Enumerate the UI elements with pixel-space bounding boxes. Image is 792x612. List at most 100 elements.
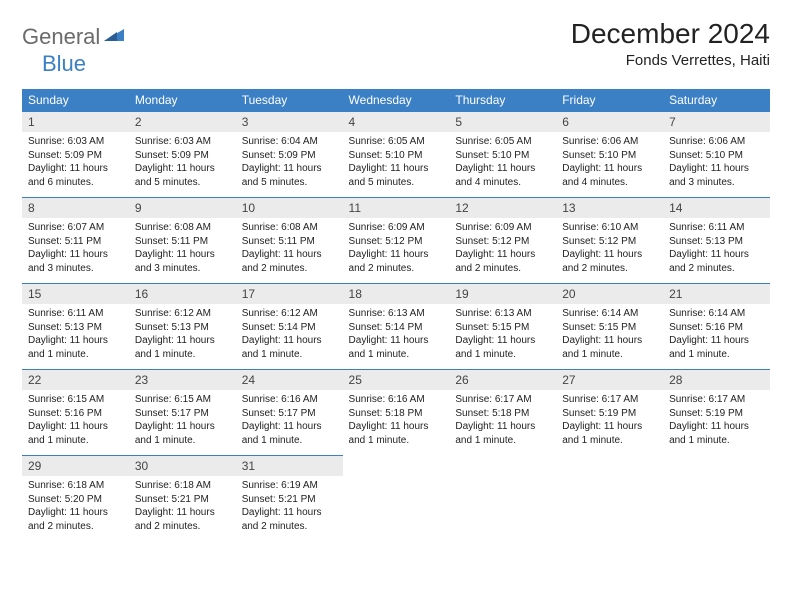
day-body: Sunrise: 6:15 AMSunset: 5:17 PMDaylight:…: [129, 390, 236, 451]
calendar-cell: 3Sunrise: 6:04 AMSunset: 5:09 PMDaylight…: [236, 111, 343, 197]
daylight-line: Daylight: 11 hours and 5 minutes.: [242, 162, 337, 189]
daylight-line: Daylight: 11 hours and 1 minute.: [28, 334, 123, 361]
sunset-line: Sunset: 5:09 PM: [28, 149, 123, 163]
daylight-line: Daylight: 11 hours and 5 minutes.: [135, 162, 230, 189]
weekday-header: Wednesday: [343, 89, 450, 111]
daylight-line: Daylight: 11 hours and 2 minutes.: [28, 506, 123, 533]
day-body: Sunrise: 6:13 AMSunset: 5:14 PMDaylight:…: [343, 304, 450, 365]
day-body: Sunrise: 6:14 AMSunset: 5:16 PMDaylight:…: [663, 304, 770, 365]
sunset-line: Sunset: 5:13 PM: [28, 321, 123, 335]
calendar-cell: 10Sunrise: 6:08 AMSunset: 5:11 PMDayligh…: [236, 197, 343, 283]
daylight-line: Daylight: 11 hours and 1 minute.: [242, 334, 337, 361]
day-body: Sunrise: 6:18 AMSunset: 5:21 PMDaylight:…: [129, 476, 236, 537]
calendar-row: 22Sunrise: 6:15 AMSunset: 5:16 PMDayligh…: [22, 369, 770, 455]
logo-word2: Blue: [42, 51, 86, 76]
daylight-line: Daylight: 11 hours and 1 minute.: [135, 334, 230, 361]
sunset-line: Sunset: 5:12 PM: [349, 235, 444, 249]
sunset-line: Sunset: 5:12 PM: [455, 235, 550, 249]
daylight-line: Daylight: 11 hours and 3 minutes.: [669, 162, 764, 189]
weekday-header: Tuesday: [236, 89, 343, 111]
sunset-line: Sunset: 5:21 PM: [135, 493, 230, 507]
day-body: Sunrise: 6:04 AMSunset: 5:09 PMDaylight:…: [236, 132, 343, 193]
weekday-header: Saturday: [663, 89, 770, 111]
sunrise-line: Sunrise: 6:13 AM: [455, 307, 550, 321]
calendar-cell: 21Sunrise: 6:14 AMSunset: 5:16 PMDayligh…: [663, 283, 770, 369]
weekday-header: Sunday: [22, 89, 129, 111]
sunrise-line: Sunrise: 6:17 AM: [562, 393, 657, 407]
weekday-header: Thursday: [449, 89, 556, 111]
calendar-cell: 24Sunrise: 6:16 AMSunset: 5:17 PMDayligh…: [236, 369, 343, 455]
daylight-line: Daylight: 11 hours and 2 minutes.: [242, 506, 337, 533]
sunrise-line: Sunrise: 6:14 AM: [562, 307, 657, 321]
sunrise-line: Sunrise: 6:03 AM: [135, 135, 230, 149]
sunrise-line: Sunrise: 6:11 AM: [28, 307, 123, 321]
sunset-line: Sunset: 5:11 PM: [135, 235, 230, 249]
day-number: 23: [129, 369, 236, 390]
sunset-line: Sunset: 5:13 PM: [669, 235, 764, 249]
day-number: 25: [343, 369, 450, 390]
calendar-cell: 6Sunrise: 6:06 AMSunset: 5:10 PMDaylight…: [556, 111, 663, 197]
day-body: Sunrise: 6:11 AMSunset: 5:13 PMDaylight:…: [663, 218, 770, 279]
day-body: Sunrise: 6:18 AMSunset: 5:20 PMDaylight:…: [22, 476, 129, 537]
day-body: Sunrise: 6:12 AMSunset: 5:13 PMDaylight:…: [129, 304, 236, 365]
day-body: Sunrise: 6:06 AMSunset: 5:10 PMDaylight:…: [556, 132, 663, 193]
sunset-line: Sunset: 5:21 PM: [242, 493, 337, 507]
sunrise-line: Sunrise: 6:05 AM: [455, 135, 550, 149]
day-body: Sunrise: 6:03 AMSunset: 5:09 PMDaylight:…: [129, 132, 236, 193]
day-number: 3: [236, 111, 343, 132]
calendar-cell: 15Sunrise: 6:11 AMSunset: 5:13 PMDayligh…: [22, 283, 129, 369]
calendar-row: 1Sunrise: 6:03 AMSunset: 5:09 PMDaylight…: [22, 111, 770, 197]
sunset-line: Sunset: 5:09 PM: [242, 149, 337, 163]
day-body: Sunrise: 6:14 AMSunset: 5:15 PMDaylight:…: [556, 304, 663, 365]
daylight-line: Daylight: 11 hours and 1 minute.: [135, 420, 230, 447]
daylight-line: Daylight: 11 hours and 1 minute.: [455, 334, 550, 361]
day-body: Sunrise: 6:09 AMSunset: 5:12 PMDaylight:…: [449, 218, 556, 279]
calendar-cell: [449, 455, 556, 541]
day-body: Sunrise: 6:03 AMSunset: 5:09 PMDaylight:…: [22, 132, 129, 193]
calendar-cell: [556, 455, 663, 541]
day-body: Sunrise: 6:08 AMSunset: 5:11 PMDaylight:…: [129, 218, 236, 279]
day-number: 13: [556, 197, 663, 218]
day-number: 5: [449, 111, 556, 132]
day-body: Sunrise: 6:17 AMSunset: 5:18 PMDaylight:…: [449, 390, 556, 451]
sunset-line: Sunset: 5:15 PM: [562, 321, 657, 335]
sunset-line: Sunset: 5:15 PM: [455, 321, 550, 335]
day-number: 4: [343, 111, 450, 132]
calendar-cell: 25Sunrise: 6:16 AMSunset: 5:18 PMDayligh…: [343, 369, 450, 455]
day-number: 27: [556, 369, 663, 390]
day-number: 17: [236, 283, 343, 304]
day-number: 1: [22, 111, 129, 132]
day-number: 30: [129, 455, 236, 476]
weekday-header: Monday: [129, 89, 236, 111]
day-body: Sunrise: 6:13 AMSunset: 5:15 PMDaylight:…: [449, 304, 556, 365]
calendar-cell: 5Sunrise: 6:05 AMSunset: 5:10 PMDaylight…: [449, 111, 556, 197]
day-number: 16: [129, 283, 236, 304]
calendar-cell: 4Sunrise: 6:05 AMSunset: 5:10 PMDaylight…: [343, 111, 450, 197]
day-number: 2: [129, 111, 236, 132]
sunset-line: Sunset: 5:11 PM: [28, 235, 123, 249]
daylight-line: Daylight: 11 hours and 6 minutes.: [28, 162, 123, 189]
daylight-line: Daylight: 11 hours and 2 minutes.: [455, 248, 550, 275]
header: General December 2024 Fonds Verrettes, H…: [22, 18, 770, 69]
daylight-line: Daylight: 11 hours and 2 minutes.: [135, 506, 230, 533]
calendar-row: 15Sunrise: 6:11 AMSunset: 5:13 PMDayligh…: [22, 283, 770, 369]
day-number: 31: [236, 455, 343, 476]
sunrise-line: Sunrise: 6:14 AM: [669, 307, 764, 321]
calendar-cell: 22Sunrise: 6:15 AMSunset: 5:16 PMDayligh…: [22, 369, 129, 455]
daylight-line: Daylight: 11 hours and 4 minutes.: [455, 162, 550, 189]
day-number: 6: [556, 111, 663, 132]
day-body: Sunrise: 6:06 AMSunset: 5:10 PMDaylight:…: [663, 132, 770, 193]
day-number: 11: [343, 197, 450, 218]
calendar-cell: 1Sunrise: 6:03 AMSunset: 5:09 PMDaylight…: [22, 111, 129, 197]
day-body: Sunrise: 6:17 AMSunset: 5:19 PMDaylight:…: [663, 390, 770, 451]
calendar-cell: [663, 455, 770, 541]
day-body: Sunrise: 6:08 AMSunset: 5:11 PMDaylight:…: [236, 218, 343, 279]
calendar-row: 8Sunrise: 6:07 AMSunset: 5:11 PMDaylight…: [22, 197, 770, 283]
sunrise-line: Sunrise: 6:16 AM: [349, 393, 444, 407]
day-number: 29: [22, 455, 129, 476]
day-number: 12: [449, 197, 556, 218]
sunset-line: Sunset: 5:19 PM: [669, 407, 764, 421]
sunrise-line: Sunrise: 6:09 AM: [455, 221, 550, 235]
day-body: Sunrise: 6:17 AMSunset: 5:19 PMDaylight:…: [556, 390, 663, 451]
daylight-line: Daylight: 11 hours and 2 minutes.: [242, 248, 337, 275]
